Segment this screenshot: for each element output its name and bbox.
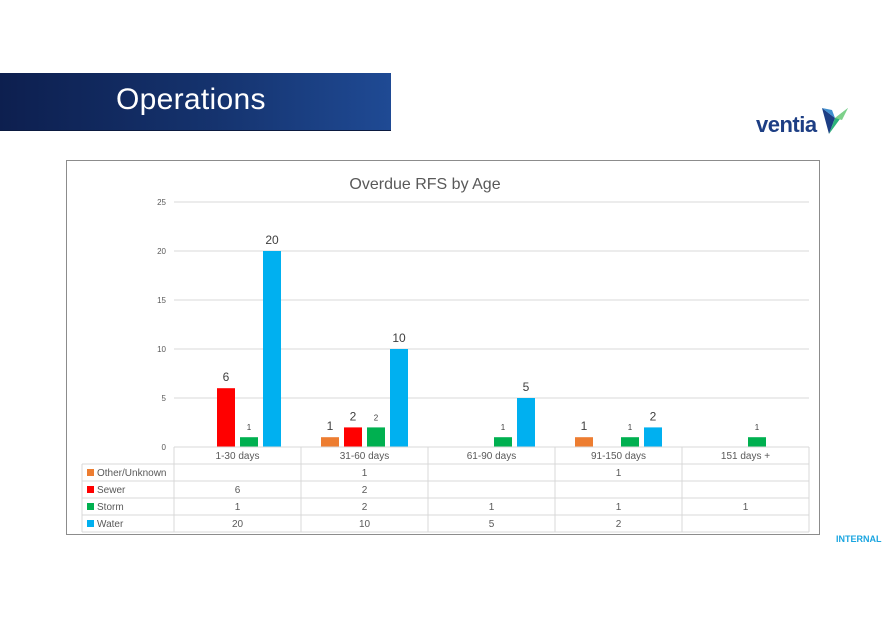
data-label: 5 [523, 380, 530, 394]
legend-key [87, 486, 94, 493]
data-label: 2 [374, 413, 379, 422]
legend-key [87, 469, 94, 476]
legend-key [87, 503, 94, 510]
y-tick-label: 10 [157, 345, 166, 354]
data-label: 1 [581, 419, 588, 433]
category-label: 61-90 days [467, 451, 516, 462]
page-title: Operations [116, 83, 266, 116]
bar-storm [621, 437, 639, 447]
title-banner: Operations [0, 73, 391, 131]
table-value: 2 [616, 519, 622, 530]
table-value: 1 [616, 502, 622, 513]
table-value: 10 [359, 519, 371, 530]
bar-storm [367, 427, 385, 447]
bar-other-unknown [575, 437, 593, 447]
table-value: 5 [489, 519, 495, 530]
y-tick-label: 5 [162, 394, 167, 403]
table-value: 1 [743, 502, 749, 513]
ventia-logo: ventia [756, 106, 851, 140]
bar-sewer [217, 388, 235, 447]
bar-other-unknown [321, 437, 339, 447]
data-label: 1 [247, 423, 252, 432]
legend-label: Storm [97, 502, 124, 513]
logo-wordmark: ventia [756, 112, 817, 137]
table-value: 20 [232, 519, 244, 530]
data-label: 10 [392, 331, 406, 345]
bar-water [390, 349, 408, 447]
data-label: 6 [223, 370, 230, 384]
category-label: 91-150 days [591, 451, 646, 462]
data-label: 1 [755, 423, 760, 432]
table-value: 1 [235, 502, 241, 513]
table-value: 1 [616, 468, 622, 479]
leaf-icon [822, 108, 848, 134]
bar-water [644, 427, 662, 447]
y-tick-label: 20 [157, 247, 166, 256]
bar-storm [748, 437, 766, 447]
table-value: 6 [235, 485, 241, 496]
bar-storm [494, 437, 512, 447]
table-value: 2 [362, 485, 368, 496]
legend-label: Other/Unknown [97, 468, 166, 479]
bar-storm [240, 437, 258, 447]
category-label: 151 days + [721, 451, 770, 462]
table-value: 1 [362, 468, 368, 479]
legend-label: Water [97, 519, 124, 530]
chart-title: Overdue RFS by Age [349, 176, 500, 193]
y-tick-label: 15 [157, 296, 166, 305]
category-label: 1-30 days [216, 451, 260, 462]
data-label: 1 [327, 419, 334, 433]
y-tick-label: 25 [157, 198, 166, 207]
classification-label: INTERNAL [836, 534, 882, 544]
legend-key [87, 520, 94, 527]
data-label: 20 [265, 233, 279, 247]
table-value: 2 [362, 502, 368, 513]
y-tick-label: 0 [162, 443, 167, 452]
data-label: 1 [501, 423, 506, 432]
data-label: 2 [650, 409, 657, 423]
legend-label: Sewer [97, 485, 126, 496]
bar-water [263, 251, 281, 447]
bar-water [517, 398, 535, 447]
category-label: 31-60 days [340, 451, 389, 462]
data-label: 1 [628, 423, 633, 432]
table-value: 1 [489, 502, 495, 513]
chart-frame: Overdue RFS by Age 0 5 10 15 20 25 1 1 6 2 1 2 1 1 1 20… [66, 160, 820, 535]
data-label: 2 [350, 409, 357, 423]
bar-sewer [344, 427, 362, 447]
